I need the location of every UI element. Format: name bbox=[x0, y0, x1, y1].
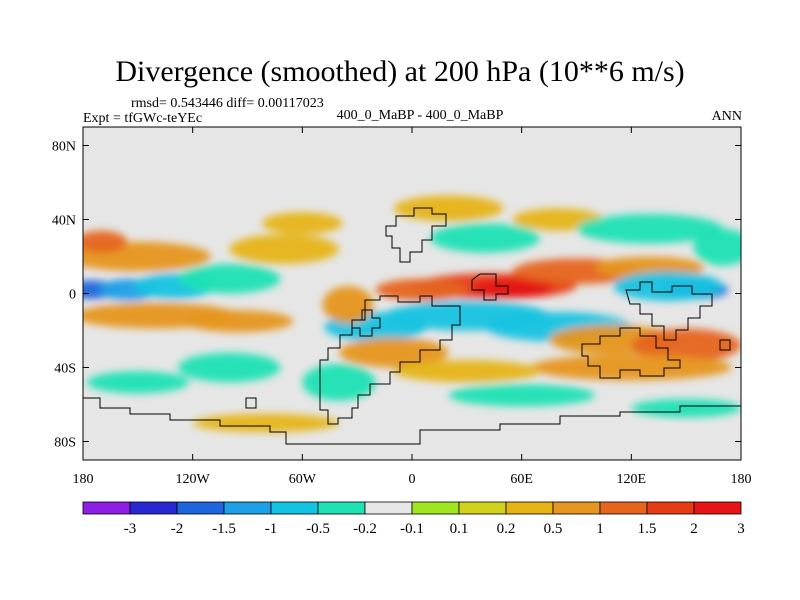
colorbar: -3 -2 -1.5 -1 -0.5 -0.2 -0.1 0.1 0.2 0.5 1 1.5 2 3 bbox=[82, 501, 745, 537]
field-anomaly-33 bbox=[178, 352, 281, 383]
y-tick-label-1: 40N bbox=[52, 214, 76, 229]
colorbar-swatch-5 bbox=[317, 501, 366, 515]
colorbar-swatch-7 bbox=[411, 501, 460, 515]
field-anomaly-31 bbox=[302, 363, 376, 401]
coastline-layer bbox=[83, 207, 741, 445]
field-anomaly-32 bbox=[86, 371, 190, 394]
field-anomaly-14 bbox=[693, 228, 741, 266]
y-tick-label-0: 80N bbox=[52, 140, 76, 155]
x-tick-label-3: 0 bbox=[409, 472, 416, 487]
colorbar-label-12: 2 bbox=[690, 521, 698, 537]
experiment-label: Expt = tfGWc-teYEc bbox=[83, 111, 203, 126]
colorbar-swatch-9 bbox=[505, 501, 554, 515]
field-anomaly-17 bbox=[375, 278, 467, 301]
colorbar-swatch-10 bbox=[552, 501, 601, 515]
colorbar-label-5: -0.2 bbox=[353, 521, 377, 537]
y-tick-label-3: 40S bbox=[54, 362, 76, 377]
field-layer bbox=[83, 195, 741, 448]
field-anomaly-34 bbox=[448, 384, 595, 407]
field-anomaly-28 bbox=[631, 328, 741, 362]
coastline-island-1 bbox=[245, 397, 257, 409]
colorbar-label-13: 3 bbox=[737, 521, 745, 537]
axis-layer: 180 120W 60W 0 60E 120E 180 80N 40N 0 40S 80S bbox=[52, 127, 752, 487]
colorbar-swatch-12 bbox=[646, 501, 695, 515]
colorbar-label-8: 0.2 bbox=[497, 521, 516, 537]
x-tick-label-2: 60W bbox=[289, 472, 317, 487]
colorbar-swatch-6 bbox=[364, 501, 413, 515]
colorbar-label-10: 1 bbox=[596, 521, 604, 537]
chart-title: Divergence (smoothed) at 200 hPa (10**6 … bbox=[115, 55, 685, 88]
colorbar-label-3: -1 bbox=[265, 521, 278, 537]
field-anomaly-16 bbox=[472, 278, 553, 298]
field-anomaly-37 bbox=[558, 428, 705, 448]
coastline-antarctica bbox=[83, 397, 741, 445]
field-anomaly-21 bbox=[613, 271, 723, 301]
y-tick-label-2: 0 bbox=[69, 288, 76, 303]
coastline-island-2 bbox=[719, 339, 731, 351]
colorbar-label-6: -0.1 bbox=[400, 521, 424, 537]
field-anomaly-36 bbox=[192, 413, 339, 433]
field-anomaly-3 bbox=[178, 263, 281, 294]
colorbar-label-1: -2 bbox=[171, 521, 184, 537]
field-anomaly-9 bbox=[262, 212, 343, 235]
colorbar-swatch-3 bbox=[223, 501, 272, 515]
coastline-north-america bbox=[385, 207, 447, 263]
x-tick-label-6: 180 bbox=[731, 472, 752, 487]
field-anomaly-13 bbox=[576, 213, 723, 244]
colorbar-swatch-2 bbox=[176, 501, 225, 515]
colorbar-swatch-4 bbox=[270, 501, 319, 515]
x-tick-label-5: 120E bbox=[617, 472, 647, 487]
coastline-africa bbox=[471, 273, 509, 301]
x-tick-label-4: 60E bbox=[510, 472, 533, 487]
colorbar-swatch-8 bbox=[458, 501, 507, 515]
coastline-australia bbox=[581, 327, 681, 379]
field-anomaly-7 bbox=[83, 230, 127, 253]
field-anomaly-30 bbox=[393, 360, 540, 383]
colorbar-swatch-1 bbox=[129, 501, 178, 515]
x-tick-label-1: 120W bbox=[176, 472, 211, 487]
colorbar-label-0: -3 bbox=[124, 521, 137, 537]
colorbar-swatch-11 bbox=[599, 501, 648, 515]
colorbar-label-7: 0.1 bbox=[450, 521, 469, 537]
colorbar-label-11: 1.5 bbox=[638, 521, 657, 537]
field-anomaly-5 bbox=[183, 310, 294, 333]
coastline-central-america bbox=[351, 309, 381, 337]
rmsd-label: rmsd= 0.543446 bbox=[131, 96, 223, 111]
field-anomaly-25 bbox=[322, 286, 374, 324]
colorbar-swatch-0 bbox=[82, 501, 131, 515]
field-anomaly-11 bbox=[430, 223, 540, 253]
field-anomaly-26 bbox=[338, 337, 449, 368]
comparison-label: 400_0_MaBP - 400_0_MaBP bbox=[336, 108, 504, 123]
field-anomaly-10 bbox=[393, 195, 504, 222]
coastline-asia bbox=[625, 281, 713, 341]
diff-label: diff= 0.00117023 bbox=[226, 96, 324, 111]
colorbar-label-4: -0.5 bbox=[306, 521, 330, 537]
colorbar-swatch-13 bbox=[693, 501, 742, 515]
rmsd-diff-label: rmsd= 0.543446 diff= 0.00117023 bbox=[131, 96, 324, 112]
plot-area bbox=[83, 127, 741, 460]
season-label: ANN bbox=[711, 109, 742, 124]
field-anomaly-29 bbox=[530, 354, 732, 381]
colorbar-label-2: -1.5 bbox=[212, 521, 236, 537]
x-tick-label-0: 180 bbox=[73, 472, 94, 487]
field-anomaly-35 bbox=[631, 398, 741, 418]
colorbar-label-9: 0.5 bbox=[544, 521, 563, 537]
y-tick-label-4: 80S bbox=[54, 436, 76, 451]
field-anomaly-8 bbox=[229, 234, 339, 264]
